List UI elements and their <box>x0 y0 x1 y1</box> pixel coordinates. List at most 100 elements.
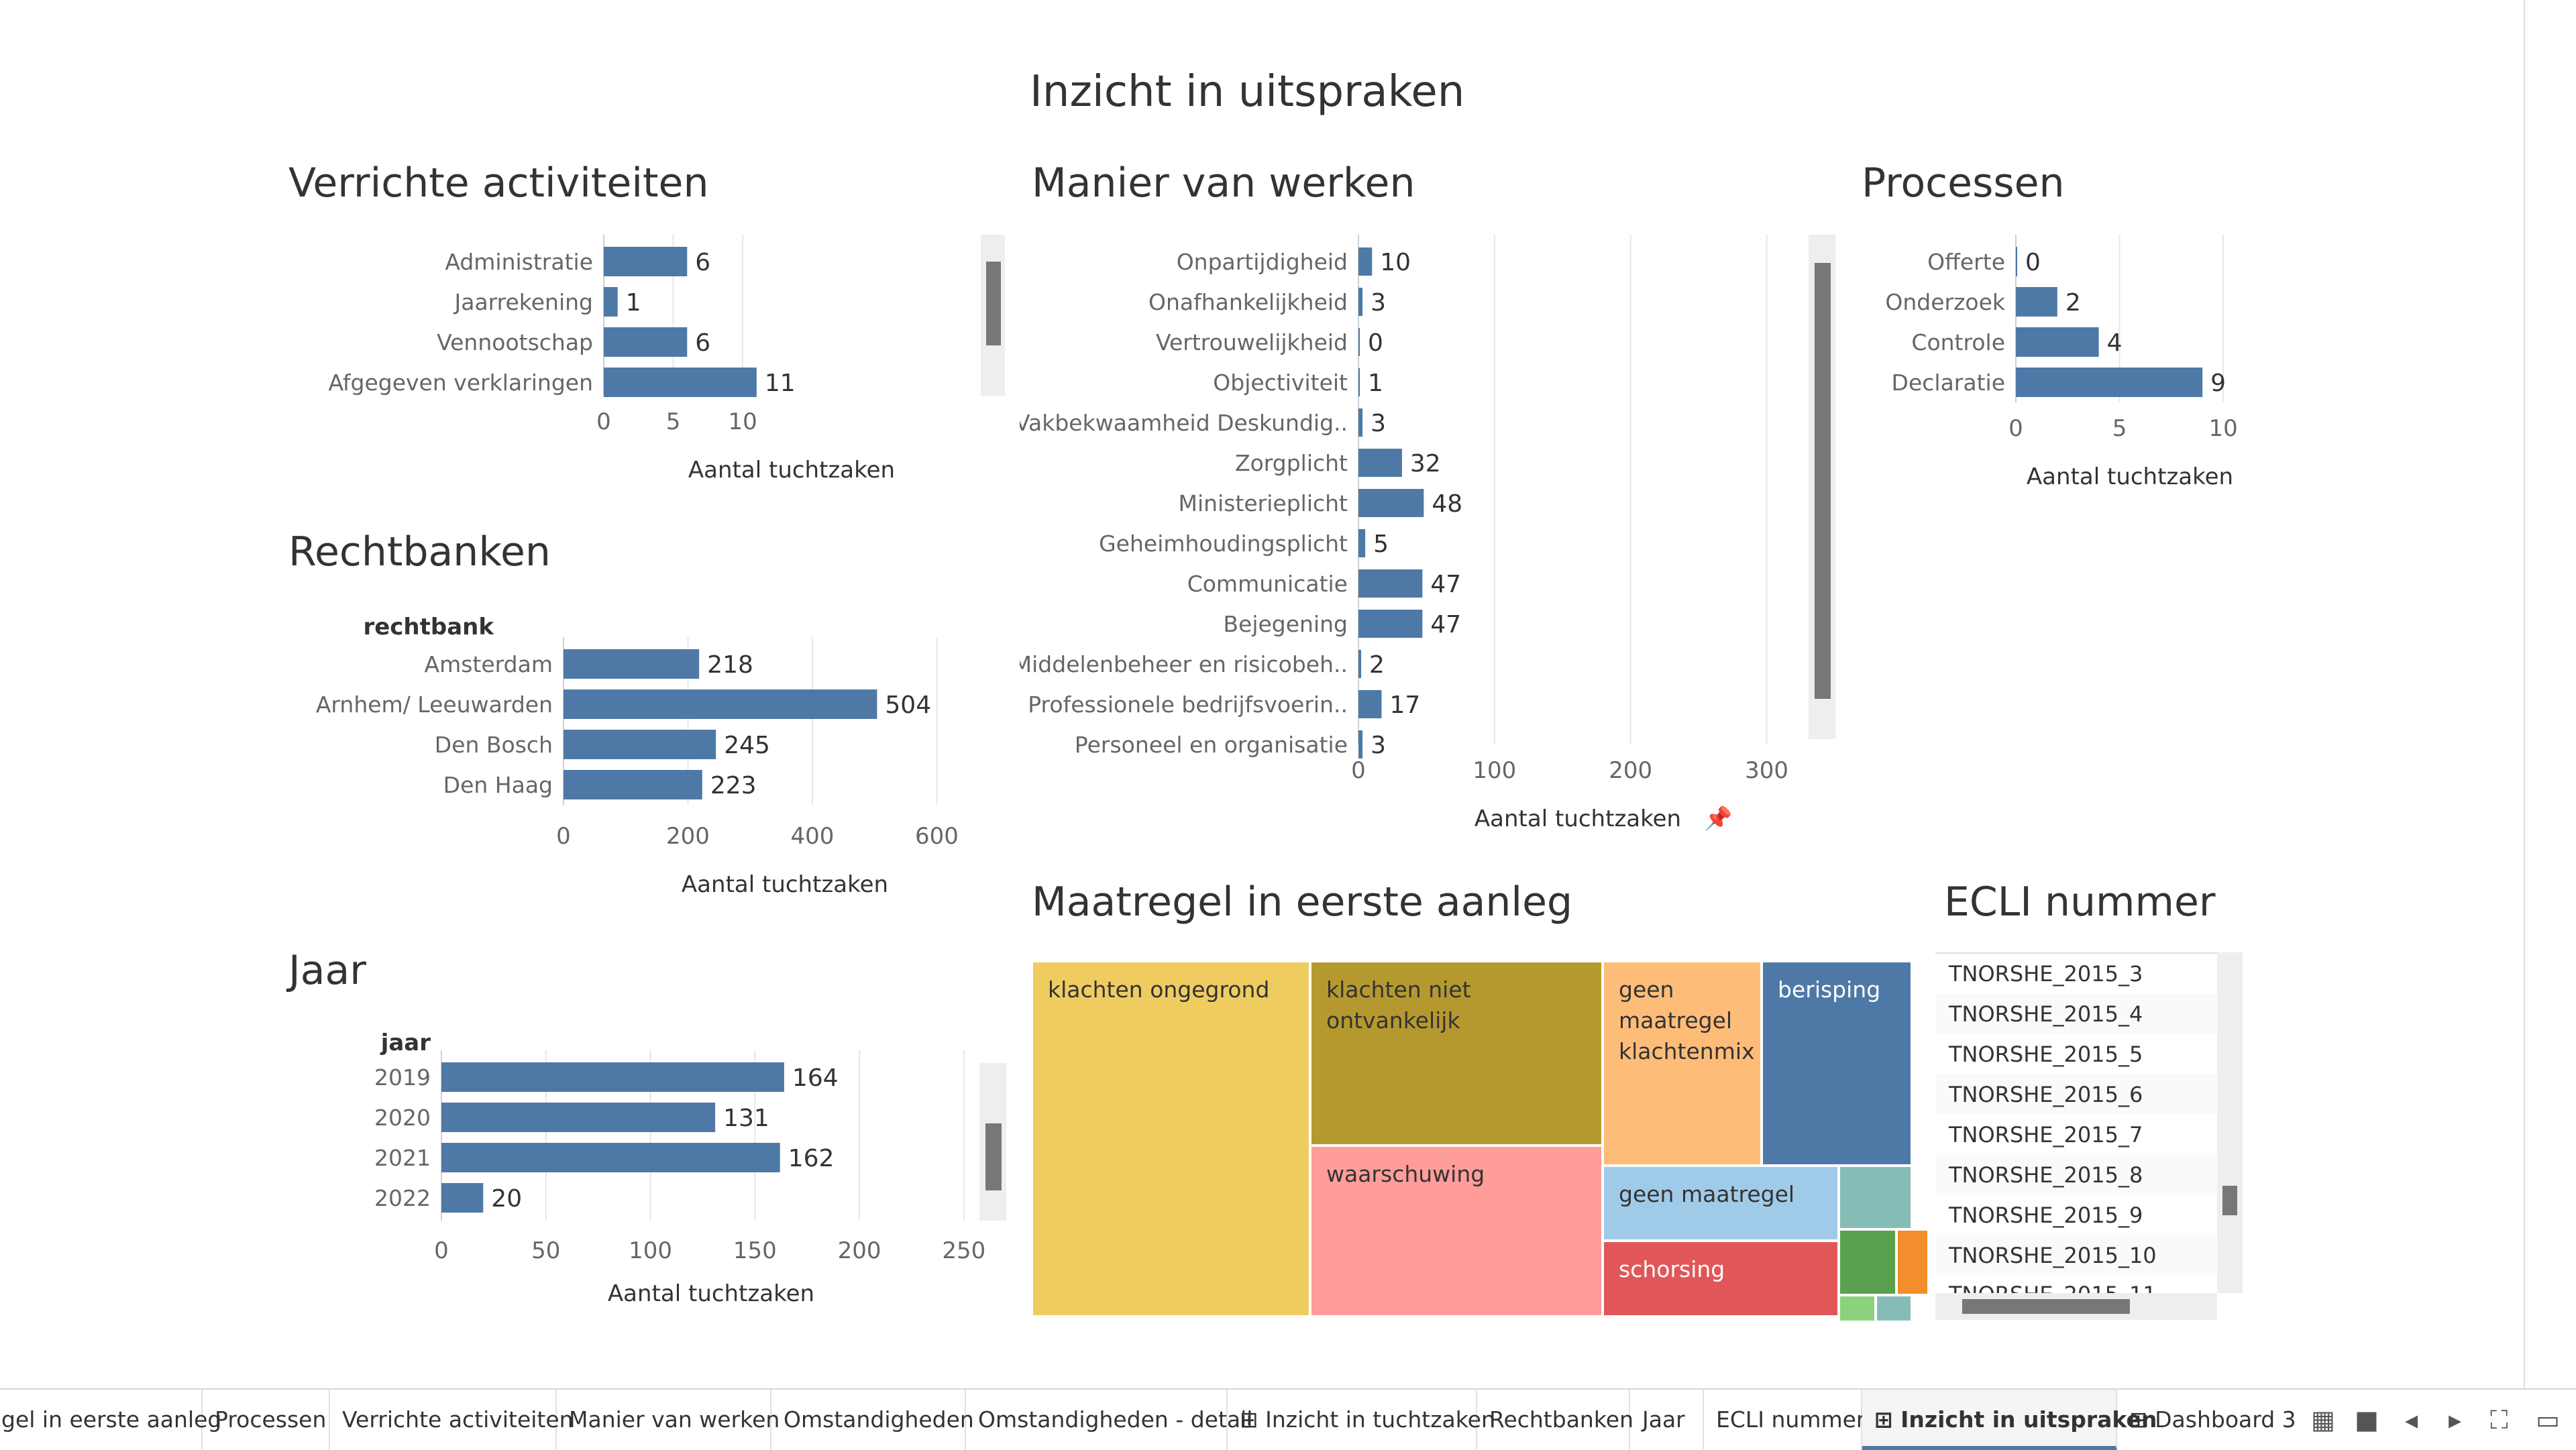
tab-ecli-nummer[interactable]: ECLI nummer <box>1704 1390 1866 1450</box>
sheet-sorter-icon[interactable]: ▦ <box>2311 1405 2335 1435</box>
ecli-scroll-thumb-vertical[interactable] <box>2222 1186 2237 1215</box>
category-label: Communicatie <box>1187 571 1348 597</box>
treemap-berisping[interactable]: berisping <box>1762 961 1912 1166</box>
category-label: Administratie <box>445 249 593 275</box>
bar <box>2016 247 2017 276</box>
category-label: 2022 <box>374 1185 431 1211</box>
ecli-item[interactable]: TNORSHE_2015_7 <box>1949 1122 2143 1148</box>
value-label: 3 <box>1371 289 1386 317</box>
tab-maatregel[interactable]: gel in eerste aanleg <box>0 1390 221 1450</box>
value-label: 11 <box>765 370 796 397</box>
tick-label: 50 <box>531 1237 560 1264</box>
value-label: 47 <box>1430 611 1461 638</box>
category-label: Geheimhoudingsplicht <box>1099 531 1348 557</box>
category-label: Arnhem/ Leeuwarden <box>316 691 553 718</box>
manier-scrollbar[interactable] <box>1809 235 1835 739</box>
treemap-small-orange[interactable] <box>1896 1229 1929 1295</box>
treemap-geen-maatregel[interactable]: geen maatregel <box>1603 1166 1839 1241</box>
tick-label: 10 <box>2208 415 2237 442</box>
maatregel-treemap: klachten ongegrond klachten niet ontvank… <box>1032 961 1929 1322</box>
activiteiten-scroll-thumb[interactable] <box>986 262 1001 345</box>
tab-dashboard-3[interactable]: ⊞ Dashboard 3 <box>2129 1406 2296 1433</box>
tick-label: 10 <box>729 408 757 435</box>
bar <box>1358 247 1373 276</box>
activiteiten-chart: Administratie Jaarrekening Vennootschap Afg… <box>329 235 895 484</box>
filmstrip-icon[interactable]: ■ <box>2355 1405 2379 1435</box>
tab-processen[interactable]: Processen <box>203 1390 330 1450</box>
category-label: Objectiviteit <box>1213 370 1348 396</box>
pin-icon[interactable]: 📌 <box>1704 805 1732 832</box>
bar <box>1358 408 1363 437</box>
ecli-item[interactable]: TNORSHE_2015_3 <box>1949 961 2143 987</box>
tab-inzicht-in-tuchtzaken[interactable]: ⊞ Inzicht in tuchtzaken <box>1228 1390 1495 1450</box>
ecli-scroll-thumb-horizontal[interactable] <box>1962 1299 2130 1314</box>
ecli-scrollbar-vertical[interactable] <box>2217 952 2243 1293</box>
category-label: Afgegeven verklaringen <box>329 370 593 396</box>
value-label: 131 <box>723 1105 769 1132</box>
category-label: Declaratie <box>1892 370 2005 396</box>
jaar-scrollbar[interactable] <box>979 1063 1006 1221</box>
treemap-schorsing[interactable]: schorsing <box>1603 1241 1839 1317</box>
prev-sheet-icon[interactable]: ◂ <box>2405 1405 2418 1435</box>
value-label: 4 <box>2107 329 2123 357</box>
manier-scroll-thumb[interactable] <box>1815 263 1831 699</box>
category-label: Onpartijdigheid <box>1177 249 1348 275</box>
treemap-waarschuwing[interactable]: waarschuwing <box>1310 1146 1603 1317</box>
rechtbanken-xlabel: Aantal tuchtzaken <box>682 871 888 898</box>
tick-label: 0 <box>596 408 611 435</box>
treemap-small-green[interactable] <box>1839 1229 1896 1295</box>
tick-label: 400 <box>791 823 835 850</box>
ecli-item[interactable]: TNORSHE_2015_4 <box>1935 994 2217 1034</box>
tab-jaar[interactable]: Jaar <box>1630 1390 1704 1450</box>
jaar-scroll-thumb[interactable] <box>985 1123 1002 1190</box>
tick-label: 200 <box>838 1237 881 1264</box>
window-edge <box>2524 0 2525 1388</box>
bar <box>1358 328 1360 356</box>
presentation-icon[interactable]: ▭ <box>2536 1405 2560 1435</box>
next-sheet-icon[interactable]: ▸ <box>2449 1405 2462 1435</box>
ecli-item[interactable]: TNORSHE_2015_9 <box>1949 1203 2143 1228</box>
category-label: Den Haag <box>443 772 553 798</box>
ecli-item[interactable]: TNORSHE_2015_10 <box>1935 1235 2217 1276</box>
ecli-item[interactable]: TNORSHE_2015_5 <box>1949 1042 2143 1067</box>
fullscreen-icon[interactable]: ⛶ <box>2490 1405 2508 1435</box>
category-label: Amsterdam <box>425 651 553 677</box>
bar <box>604 327 688 357</box>
manier-title: Manier van werken <box>1032 160 1415 207</box>
value-label: 9 <box>2210 370 2226 397</box>
tab-verrichte-activiteiten[interactable]: Verrichte activiteiten <box>330 1390 574 1450</box>
tab-rechtbanken[interactable]: Rechtbanken <box>1477 1390 1633 1450</box>
ecli-item[interactable]: TNORSHE_2015_8 <box>1935 1155 2217 1195</box>
tab-inzicht-in-uitspraken[interactable]: ⊞ Inzicht in uitspraken <box>1862 1390 2157 1450</box>
ecli-scrollbar-horizontal[interactable] <box>1935 1293 2217 1320</box>
tick-label: 600 <box>915 823 959 850</box>
bar <box>1358 529 1366 557</box>
value-label: 223 <box>710 772 757 799</box>
value-label: 5 <box>1373 531 1389 558</box>
bar <box>2016 368 2203 397</box>
activiteiten-scrollbar[interactable] <box>981 235 1005 396</box>
rechtbanken-header: rechtbank <box>363 614 494 640</box>
bar <box>1358 610 1423 638</box>
tab-omstandigheden[interactable]: Omstandigheden <box>771 1390 974 1450</box>
ecli-item[interactable]: TNORSHE_2015_6 <box>1935 1074 2217 1115</box>
tick-label: 5 <box>2112 415 2127 442</box>
bar <box>564 730 716 759</box>
treemap-small-teal-2[interactable] <box>1876 1295 1912 1322</box>
treemap-geen-maatregel-klachtenmix[interactable]: geen maatregel klachtenmix <box>1603 961 1762 1166</box>
ecli-title: ECLI nummer <box>1944 879 2216 926</box>
bar <box>1358 690 1382 718</box>
treemap-small-lightgreen[interactable] <box>1839 1295 1876 1322</box>
dashboard-icon: ⊞ <box>2129 1406 2155 1433</box>
category-label: Vennootschap <box>437 329 593 355</box>
tab-manier-van-werken[interactable]: Manier van werken <box>557 1390 780 1450</box>
treemap-small-teal[interactable] <box>1839 1166 1912 1229</box>
tab-omstandigheden-detail[interactable]: Omstandigheden - detail <box>966 1390 1252 1450</box>
bar <box>1358 449 1402 477</box>
value-label: 20 <box>491 1185 522 1213</box>
treemap-klachten-ongegrond[interactable]: klachten ongegrond <box>1032 961 1310 1317</box>
value-label: 0 <box>1368 329 1383 357</box>
tick-label: 300 <box>1745 757 1788 784</box>
bar <box>441 1062 784 1092</box>
treemap-klachten-niet-ontvankelijk[interactable]: klachten niet ontvankelijk <box>1310 961 1603 1146</box>
